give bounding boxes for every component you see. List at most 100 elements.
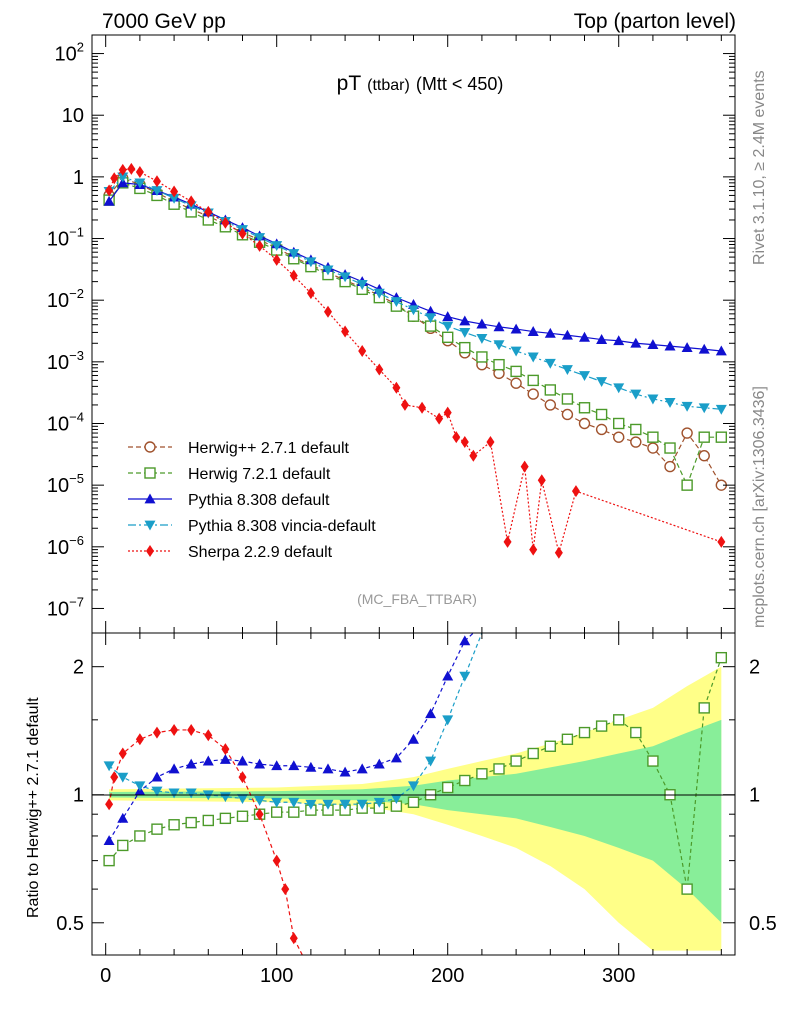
ratio-point-0-0	[103, 854, 115, 867]
data-point-0-26	[544, 399, 557, 411]
ratio-xtick-label-3: 300	[602, 965, 635, 987]
data-point-2-36	[715, 345, 727, 356]
legend-label-2: Pythia 8.308 default	[188, 492, 330, 509]
main-ytick-exp-8: −6	[69, 533, 84, 548]
ratio-point-1-5	[185, 758, 197, 769]
ratio-point-0-7	[219, 812, 232, 825]
legend-entry-4: Sherpa 2.2.9 default	[128, 544, 333, 561]
legend-entry-0: Herwig++ 2.7.1 default	[128, 440, 350, 457]
data-point-4-10	[238, 227, 247, 240]
data-point-3-12	[305, 257, 317, 268]
ratio-point-0-11	[288, 806, 300, 818]
data-point-4-12	[272, 253, 281, 266]
main-ytick-exp-4: −2	[69, 286, 84, 301]
data-point-0-30	[613, 431, 625, 443]
ratio-point-0-10	[270, 806, 283, 818]
ratio-point-0-23	[493, 763, 505, 775]
data-point-3-32	[647, 394, 659, 405]
mcplots-label: mcplots.cern.ch [arXiv:1306.3436]	[751, 386, 768, 628]
ratio-point-1-7	[219, 754, 231, 764]
series-line-4	[108, 168, 722, 553]
data-point-4-5	[152, 175, 161, 188]
ratio-point-2-19	[425, 756, 437, 767]
legend-marker-3	[144, 520, 156, 531]
ratio-point-0-35	[698, 702, 710, 714]
legend-label-4: Sherpa 2.2.9 default	[188, 544, 333, 561]
ratio-point-0-28	[578, 726, 591, 739]
ratio-point-2-0	[103, 761, 115, 772]
ratio-point-3-8	[221, 743, 230, 756]
ratio-point-2-20	[442, 715, 454, 726]
data-point-1-34	[681, 479, 693, 491]
data-point-1-30	[613, 417, 625, 430]
ratio-series-2	[103, 632, 483, 810]
data-point-2-27	[561, 329, 573, 340]
data-point-3-17	[390, 297, 402, 308]
ratio-point-3-1	[110, 771, 119, 784]
ratio-point-0-2	[134, 830, 146, 842]
ratio-point-0-18	[407, 796, 420, 808]
data-point-3-21	[459, 328, 471, 338]
data-point-4-17	[358, 344, 367, 357]
data-point-3-15	[356, 280, 368, 290]
data-point-2-25	[527, 326, 539, 336]
data-point-4-2	[118, 163, 127, 176]
ratio-point-1-14	[339, 766, 351, 777]
main-ytick-exp-3: −1	[69, 225, 84, 240]
ratio-point-0-31	[630, 726, 642, 739]
data-point-3-14	[339, 272, 351, 283]
data-point-1-23	[493, 358, 505, 371]
ratio-point-0-26	[544, 740, 557, 752]
ratio-xtick-label-0: 0	[100, 965, 111, 987]
data-point-4-6	[170, 185, 179, 198]
data-point-4-3	[127, 162, 136, 175]
data-point-1-29	[595, 408, 608, 421]
main-series-layer	[103, 162, 728, 559]
ratio-point-1-16	[373, 758, 385, 769]
data-point-4-31	[537, 474, 546, 487]
ratio-point-2-5	[185, 788, 197, 799]
data-point-0-33	[664, 460, 676, 473]
main-ytick-label-9: 10−7	[47, 594, 84, 620]
main-ytick-label-6: 10−4	[47, 409, 84, 435]
ratio-point-0-25	[527, 747, 539, 760]
header-left: 7000 GeV pp	[102, 10, 226, 33]
data-point-2-35	[698, 343, 710, 354]
data-point-4-14	[306, 287, 315, 300]
ratio-line-3	[108, 729, 303, 956]
data-point-4-21	[418, 401, 427, 414]
main-ytick-exp-0: 2	[77, 40, 84, 55]
ratio-point-2-17	[390, 794, 402, 804]
ratio-point-0-24	[510, 755, 522, 767]
data-point-4-26	[469, 449, 478, 462]
ratio-point-3-10	[255, 808, 264, 821]
data-point-1-27	[561, 393, 574, 405]
main-axes: 102 10 1 10−1 10−2 10−3 10−4 10−5 10−6 10−7	[47, 35, 735, 633]
data-point-2-32	[647, 339, 659, 350]
series-2	[103, 177, 727, 356]
title-cut: (Mtt < 450)	[416, 74, 504, 94]
mc-stat-bands	[109, 666, 722, 951]
data-point-3-19	[425, 313, 437, 324]
main-ytick-label-0: 102	[55, 40, 84, 66]
ratio-point-0-30	[613, 714, 625, 726]
main-ytick-label-1: 10	[62, 105, 84, 127]
data-point-3-28	[579, 371, 591, 382]
data-point-4-13	[289, 269, 298, 282]
ratio-point-3-11	[272, 854, 281, 867]
data-point-3-2	[134, 178, 146, 189]
data-point-3-10	[271, 241, 283, 252]
ratio-point-1-13	[322, 763, 334, 774]
ratio-point-0-29	[595, 720, 608, 732]
data-point-1-25	[527, 374, 539, 387]
legend-entry-2: Pythia 8.308 default	[128, 492, 330, 509]
ratio-point-0-4	[168, 819, 180, 831]
ratio-axes: 0.5 0.5 1 1 2 2 0 100 200 300	[56, 633, 777, 987]
main-ytick-label-5: 10−3	[47, 348, 84, 374]
data-point-3-27	[561, 365, 573, 376]
band-1sigma	[109, 719, 722, 923]
ratio-ytick-label-right-1: 1	[749, 785, 760, 807]
data-point-1-24	[510, 365, 522, 378]
plot-title: pT (ttbar) (Mtt < 450)	[337, 72, 504, 95]
ratio-point-2-16	[373, 797, 385, 808]
